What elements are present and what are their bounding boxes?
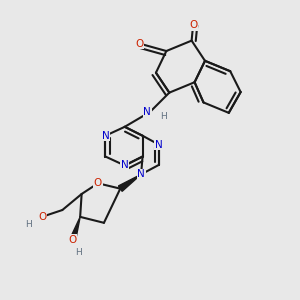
Text: N: N [143,107,151,117]
Polygon shape [118,174,141,191]
Text: N: N [101,131,109,141]
Text: O: O [189,20,197,30]
Text: N: N [121,160,129,170]
Text: O: O [94,178,102,188]
Text: O: O [136,39,144,49]
Text: H: H [26,220,32,230]
Text: N: N [137,169,145,179]
Text: N: N [155,140,163,150]
Text: H: H [75,248,82,257]
Polygon shape [70,217,80,241]
Text: O: O [38,212,46,223]
Text: O: O [69,235,77,245]
Text: H: H [160,112,167,121]
